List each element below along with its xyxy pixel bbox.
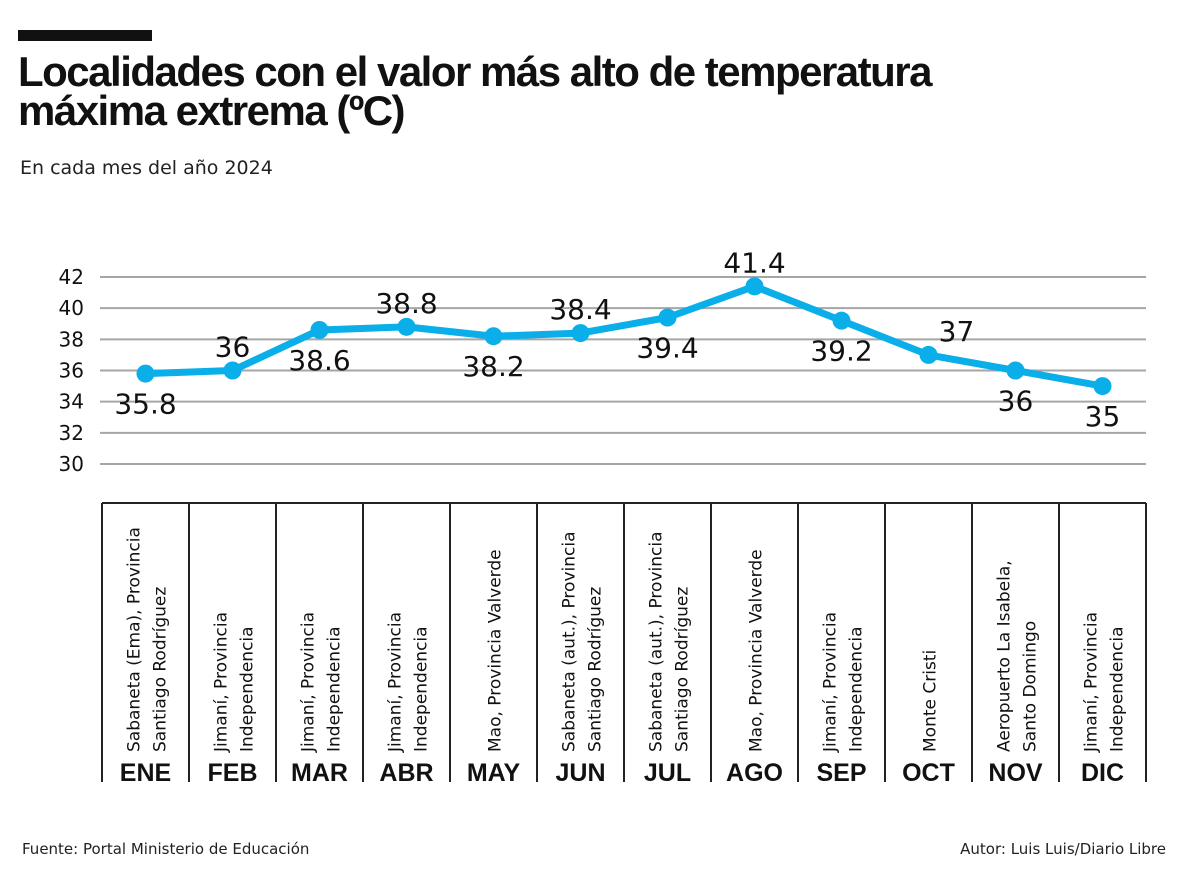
data-point bbox=[310, 320, 329, 339]
location-label: Santiago Rodríguez bbox=[586, 587, 606, 752]
data-label: 37 bbox=[939, 315, 975, 348]
data-point bbox=[832, 311, 851, 330]
month-label: MAR bbox=[291, 759, 348, 787]
location-label: Santiago Rodríguez bbox=[673, 587, 693, 752]
y-tick-label: 36 bbox=[59, 359, 84, 383]
location-label: Independencia bbox=[238, 626, 258, 752]
y-tick-label: 38 bbox=[59, 327, 84, 351]
data-point bbox=[484, 327, 503, 346]
data-point bbox=[1093, 377, 1112, 396]
data-point bbox=[658, 308, 677, 327]
source-note: Fuente: Portal Ministerio de Educación bbox=[22, 840, 310, 858]
data-point bbox=[397, 317, 416, 336]
data-point bbox=[1006, 361, 1025, 380]
month-label: JUL bbox=[644, 759, 691, 787]
month-label: ENE bbox=[120, 759, 171, 787]
location-label: Sabaneta (Ema), Provincia bbox=[125, 527, 145, 752]
location-label: Jimaní, Provincia bbox=[212, 612, 232, 753]
month-label: ABR bbox=[379, 759, 433, 787]
y-tick-label: 34 bbox=[59, 390, 84, 414]
data-label: 38.6 bbox=[288, 344, 350, 377]
month-label: NOV bbox=[988, 759, 1043, 787]
data-label: 41.4 bbox=[723, 246, 785, 279]
location-label: Independencia bbox=[412, 626, 432, 752]
y-tick-label: 32 bbox=[59, 421, 84, 445]
month-label: SEP bbox=[816, 759, 866, 787]
location-label: Independencia bbox=[325, 626, 345, 752]
title-line-2: máxima extrema (ºC) bbox=[18, 87, 406, 134]
location-label: Independencia bbox=[1108, 626, 1128, 752]
data-label: 38.8 bbox=[375, 287, 437, 320]
data-point bbox=[136, 364, 155, 383]
y-tick-label: 42 bbox=[59, 265, 84, 289]
location-label: Aeropuerto La Isabela, bbox=[995, 560, 1015, 752]
data-point bbox=[223, 361, 242, 380]
location-label: Independencia bbox=[847, 626, 867, 752]
data-point bbox=[745, 277, 764, 296]
month-label: OCT bbox=[902, 759, 955, 787]
month-label: MAY bbox=[467, 759, 521, 787]
data-label: 36 bbox=[998, 385, 1034, 418]
data-label: 39.4 bbox=[636, 332, 698, 365]
y-tick-label: 30 bbox=[59, 452, 84, 476]
data-label: 38.4 bbox=[549, 293, 611, 326]
data-point bbox=[571, 324, 590, 343]
chart-title: Localidades con el valor más alto de tem… bbox=[18, 48, 1118, 134]
location-label: Santo Domingo bbox=[1021, 621, 1041, 752]
data-label: 38.2 bbox=[462, 350, 524, 383]
y-tick-label: 40 bbox=[59, 296, 84, 320]
data-label: 36 bbox=[215, 331, 251, 364]
data-label: 35 bbox=[1085, 400, 1121, 433]
location-label: Jimaní, Provincia bbox=[299, 612, 319, 753]
location-label: Monte Cristi bbox=[921, 650, 941, 752]
location-label: Mao, Provincia Valverde bbox=[747, 549, 767, 752]
data-label: 39.2 bbox=[810, 335, 872, 368]
chart-subtitle: En cada mes del año 2024 bbox=[20, 157, 273, 179]
location-label: Santiago Rodríguez bbox=[151, 587, 171, 752]
location-label: Jimaní, Provincia bbox=[386, 612, 406, 753]
month-label: FEB bbox=[208, 759, 258, 787]
location-label: Jimaní, Provincia bbox=[821, 612, 841, 753]
location-label: Jimaní, Provincia bbox=[1082, 612, 1102, 753]
month-label: DIC bbox=[1081, 759, 1124, 787]
month-label: AGO bbox=[726, 759, 783, 787]
data-point bbox=[919, 345, 938, 364]
month-label: JUN bbox=[555, 759, 605, 787]
location-label: Sabaneta (aut.), Provincia bbox=[647, 532, 667, 753]
header-bar bbox=[18, 30, 152, 41]
title-line-1: Localidades con el valor más alto de tem… bbox=[18, 48, 933, 95]
location-label: Sabaneta (aut.), Provincia bbox=[560, 532, 580, 753]
author-note: Autor: Luis Luis/Diario Libre bbox=[960, 840, 1166, 858]
data-label: 35.8 bbox=[114, 388, 176, 421]
series-line bbox=[145, 282, 1104, 390]
location-label: Mao, Provincia Valverde bbox=[486, 549, 506, 752]
